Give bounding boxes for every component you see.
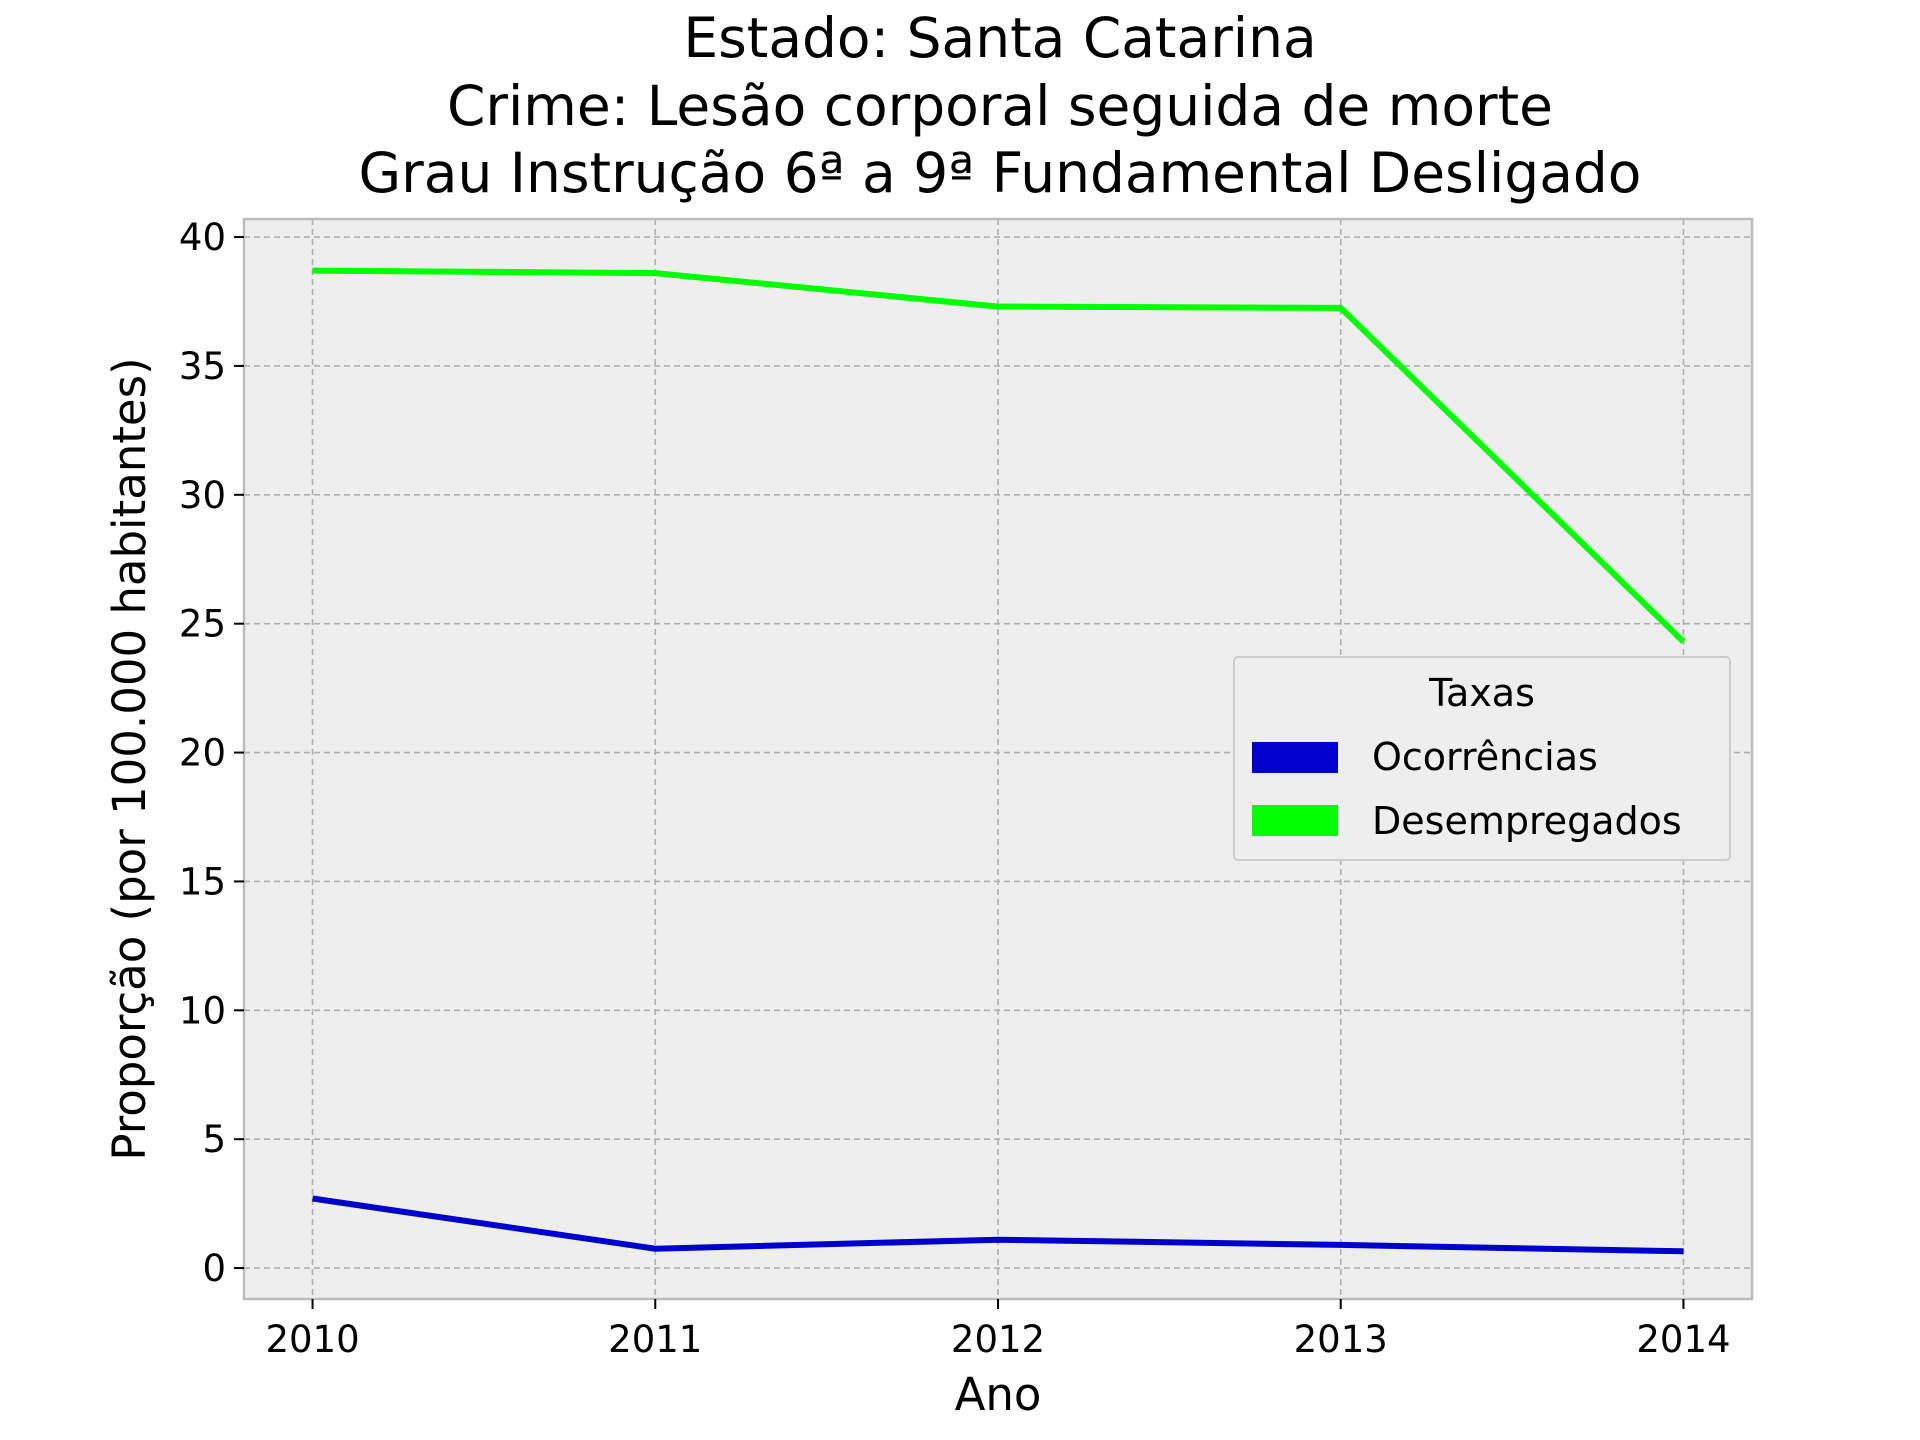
chart-title: Estado: Santa Catarina Crime: Lesão corp… — [359, 6, 1642, 205]
series-line-0 — [312, 1195, 1684, 1255]
x-tick-label-2011: 2011 — [608, 1318, 702, 1361]
y-tick-label-35: 35 — [179, 345, 226, 388]
y-axis-label: Proporção (por 100.000 habitantes) — [103, 357, 156, 1160]
y-tick-label-5: 5 — [202, 1118, 226, 1161]
x-tick-label-2014: 2014 — [1636, 1318, 1730, 1361]
y-tick-label-0: 0 — [202, 1247, 226, 1290]
grid — [244, 219, 1752, 1299]
x-tick-label-2010: 2010 — [265, 1318, 359, 1361]
legend-box — [1233, 656, 1731, 861]
ticks: 2010 2011 2012 2013 2014 0 5 10 15 20 25 30 35 40 — [179, 216, 1731, 1361]
y-tick-label-10: 10 — [179, 989, 226, 1032]
y-tick-label-30: 30 — [179, 474, 226, 517]
x-tick-label-2013: 2013 — [1294, 1318, 1388, 1361]
y-tick-label-20: 20 — [179, 732, 226, 775]
x-axis-label: Ano — [955, 1368, 1042, 1421]
legend-swatch-desempregados — [1252, 805, 1338, 836]
legend-label-ocorrencias: Ocorrências — [1372, 735, 1598, 779]
legend-label-desempregados: Desempregados — [1372, 799, 1682, 843]
series-line-1 — [312, 267, 1686, 644]
legend: Taxas Ocorrências Desempregados — [1233, 656, 1731, 861]
title-line-2: Crime: Lesão corporal seguida de morte — [447, 74, 1553, 138]
title-line-1: Estado: Santa Catarina — [683, 6, 1316, 70]
legend-swatch-ocorrencias — [1252, 742, 1338, 773]
title-line-3: Grau Instrução 6ª a 9ª Fundamental Desli… — [359, 141, 1642, 205]
legend-title: Taxas — [1428, 671, 1535, 715]
x-tick-label-2012: 2012 — [951, 1318, 1045, 1361]
y-tick-label-25: 25 — [179, 603, 226, 646]
y-tick-label-15: 15 — [179, 860, 226, 903]
y-tick-label-40: 40 — [179, 216, 226, 259]
series-layer — [312, 267, 1686, 1255]
